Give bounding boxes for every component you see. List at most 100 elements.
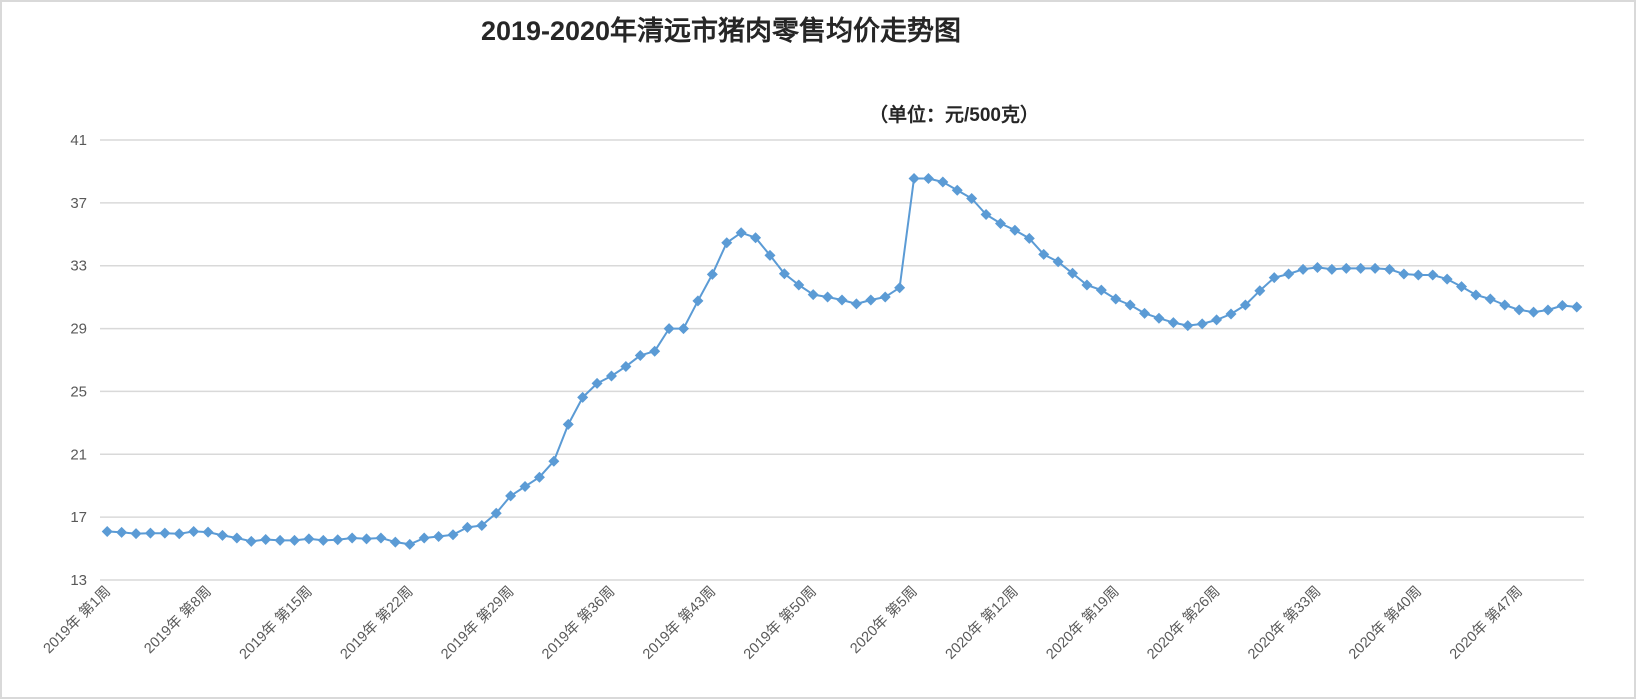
data-point-marker xyxy=(303,533,315,545)
data-point-marker xyxy=(908,173,920,184)
data-point-marker xyxy=(1398,268,1410,280)
data-point-marker xyxy=(1556,299,1568,311)
data-point-marker xyxy=(562,418,574,430)
data-point-marker xyxy=(317,534,329,546)
data-point-marker xyxy=(692,295,704,307)
data-point-marker xyxy=(865,294,877,306)
data-point-marker xyxy=(1268,272,1280,284)
data-point-marker xyxy=(1254,285,1266,297)
data-point-marker xyxy=(994,217,1006,229)
y-axis-labels: 13 17 21 25 29 33 37 41 xyxy=(70,132,87,589)
data-point-marker xyxy=(879,291,891,303)
data-point-marker xyxy=(721,237,733,249)
data-point-marker xyxy=(620,360,632,372)
data-point-marker xyxy=(260,533,272,545)
data-point-marker xyxy=(764,249,776,261)
data-point-marker xyxy=(202,526,214,538)
gridlines xyxy=(100,139,1584,581)
data-point-marker xyxy=(577,391,589,403)
data-point-marker xyxy=(418,532,430,544)
data-point-marker xyxy=(216,529,228,541)
data-point-marker xyxy=(1009,224,1021,236)
data-point-marker xyxy=(1081,279,1093,291)
data-point-marker xyxy=(433,530,445,542)
data-point-marker xyxy=(951,184,963,196)
data-point-marker xyxy=(505,490,517,502)
data-point-marker xyxy=(476,519,488,531)
data-point-marker xyxy=(548,455,560,467)
data-point-marker xyxy=(533,471,545,483)
data-point-marker xyxy=(116,526,128,538)
data-point-marker xyxy=(634,349,646,361)
series-line-group xyxy=(101,173,1583,550)
y-tick-label: 25 xyxy=(70,383,87,400)
data-point-marker xyxy=(663,323,675,335)
data-point-marker xyxy=(1139,307,1151,319)
data-point-marker xyxy=(1211,314,1223,326)
data-point-marker xyxy=(1484,293,1496,305)
data-point-marker xyxy=(447,529,459,541)
data-point-marker xyxy=(678,323,690,335)
data-point-marker xyxy=(1283,268,1295,280)
chart-title: 2019-2020年清远市猪肉零售均价走势图 xyxy=(481,15,961,46)
data-point-marker xyxy=(735,227,747,239)
y-tick-label: 37 xyxy=(70,195,87,212)
data-point-marker xyxy=(1513,304,1525,316)
chart-subtitle: （单位：元/500克） xyxy=(869,103,1039,126)
y-tick-label: 29 xyxy=(70,321,87,338)
data-point-marker xyxy=(490,507,502,519)
data-point-marker xyxy=(836,294,848,306)
data-point-marker xyxy=(922,173,934,184)
data-point-marker xyxy=(461,521,473,533)
data-point-marker xyxy=(1369,262,1381,274)
data-point-marker xyxy=(1470,289,1482,301)
data-point-marker xyxy=(332,534,344,546)
data-point-marker xyxy=(159,527,171,539)
data-point-marker xyxy=(274,534,286,546)
data-point-marker xyxy=(966,192,978,204)
data-point-marker xyxy=(1297,263,1309,275)
data-point-marker xyxy=(1038,248,1050,260)
data-point-marker xyxy=(894,282,906,294)
data-point-marker xyxy=(289,534,301,546)
y-tick-label: 33 xyxy=(70,258,87,275)
data-point-marker xyxy=(1427,269,1439,281)
data-point-marker xyxy=(173,528,185,540)
data-point-marker xyxy=(101,525,113,537)
data-point-marker xyxy=(1542,304,1554,316)
data-point-marker xyxy=(375,532,387,544)
data-point-marker xyxy=(245,535,257,547)
data-point-marker xyxy=(1528,306,1540,318)
data-point-marker xyxy=(1239,299,1251,311)
data-point-marker xyxy=(706,268,718,280)
data-point-marker xyxy=(346,532,358,544)
data-point-marker xyxy=(231,532,243,544)
data-point-marker xyxy=(188,525,200,537)
data-point-marker xyxy=(1412,269,1424,281)
data-point-marker xyxy=(1355,262,1367,274)
data-point-marker xyxy=(850,298,862,310)
data-point-marker xyxy=(1196,318,1208,330)
data-point-marker xyxy=(389,536,401,548)
y-tick-label: 17 xyxy=(70,509,87,526)
data-point-marker xyxy=(591,377,603,389)
data-point-marker xyxy=(404,538,416,550)
data-point-marker xyxy=(1067,267,1079,279)
data-point-marker xyxy=(1383,263,1395,275)
data-point-marker xyxy=(1153,312,1165,324)
y-tick-label: 41 xyxy=(70,132,87,149)
data-point-marker xyxy=(937,176,949,188)
data-point-marker xyxy=(750,232,762,244)
data-point-marker xyxy=(822,291,834,303)
data-point-marker xyxy=(980,208,992,220)
y-tick-label: 13 xyxy=(70,572,87,589)
data-point-marker xyxy=(1225,308,1237,320)
data-point-marker xyxy=(1340,262,1352,274)
data-point-marker xyxy=(1110,293,1122,305)
data-point-marker xyxy=(144,527,156,539)
data-point-marker xyxy=(793,279,805,291)
data-point-marker xyxy=(361,533,373,545)
data-point-marker xyxy=(1311,261,1323,273)
